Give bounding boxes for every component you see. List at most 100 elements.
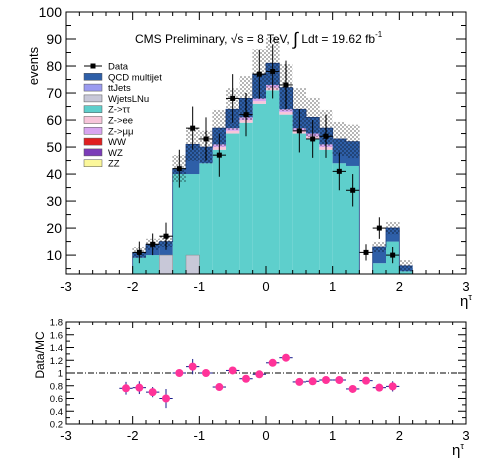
bar-segment [266,90,280,274]
ratio-y-tick-label: 0.4 [50,407,63,418]
top-y-axis-label: events [26,46,41,85]
ratio-y-tick-label: 0.2 [50,420,63,431]
data-point [270,68,276,74]
data-point [256,71,262,77]
legend-label: WjetsLNu [108,94,149,105]
bar-segment [306,138,320,274]
bar-segment [252,98,266,102]
x-tick-label: -2 [127,279,139,294]
bar-segment [172,174,186,274]
data-point [176,166,182,172]
ratio-point [335,376,344,385]
ratio-point [202,369,210,377]
ratio-x-tick-label: -2 [127,428,139,443]
x-tick-label: 3 [462,279,469,294]
ratio-point [375,383,384,392]
data-point [216,152,222,158]
uncertainty-bin [306,97,320,138]
chart-title-integral: ∫ [291,29,299,49]
bar-segment [226,133,240,274]
chart-title-sqrt: √ [231,32,238,46]
data-point [243,112,249,118]
ratio-y-tick-label: 1 [58,369,63,380]
ratio-x-axis-label-eta: η [452,442,460,459]
chart-title-s: s = 8 TeV, [237,32,293,46]
ratio-x-axis-label-sup: τ [460,441,464,451]
bar-segment [292,133,306,274]
legend-swatch [83,105,103,113]
y-tick-label: 10 [46,247,62,263]
legend-marker [90,63,96,69]
top-x-axis-label: ητ [460,292,472,310]
legend-swatch [83,127,103,135]
chart-title-prefix: CMS Preliminary, [135,32,231,46]
uncertainty-bin [346,124,360,159]
ratio-x-axis: -3 -2 -1 0 1 2 3 [60,322,470,443]
ratio-point [148,388,157,397]
data-point [190,125,196,131]
bar-segment [279,111,293,115]
data-points [132,44,400,264]
uncertainty-bin [212,109,226,147]
bar-segment [186,174,200,274]
ratio-point [295,377,304,386]
chart-title: CMS Preliminary, √s = 8 TeV, ∫ Ldt = 19.… [135,29,383,49]
ratio-point [388,382,397,391]
ratio-point [135,383,144,392]
ratio-point [255,370,264,379]
bar-segment [199,163,213,274]
legend-swatch [83,94,103,103]
ratio-point [322,376,330,385]
ratio-x-tick-label: 3 [462,428,469,443]
ratio-points [119,353,400,409]
legend-swatch [83,116,103,124]
ratio-point [162,394,170,403]
data-point [283,82,289,88]
bar-segment [332,163,346,274]
legend-swatch [83,83,103,92]
bar-segment [279,114,293,274]
ratio-point [188,362,197,371]
ratio-x-axis-label: ητ [452,441,464,459]
legend-label: Z->ττ [108,105,130,116]
data-point [136,249,142,255]
ratio-y-tick-label: 1.2 [50,356,63,367]
legend-label: QCD multijet [108,72,162,83]
data-point [390,252,396,258]
x-tick-label: 0 [262,279,269,294]
ratio-x-tick-label: -3 [60,428,72,443]
y-tick-label: 90 [46,31,62,47]
wjets-box [159,254,173,275]
chart-title-sup: -1 [375,30,383,39]
legend-label: Z->μμ [108,126,133,137]
uncertainty-bin [372,241,386,253]
bar-segment [146,255,160,274]
ratio-point [308,377,317,386]
chart-title-ldt: Ldt = 19.62 fb [298,32,375,46]
data-point [163,233,169,239]
ratio-y-tick-label: 1.4 [50,343,63,354]
ratio-y-tick-label: 0.8 [50,381,63,392]
ratio-point [215,383,224,392]
legend-label: WZ [108,148,123,159]
ratio-point [242,374,250,383]
y-tick-label: 40 [46,166,62,182]
ratio-point [228,366,237,375]
y-tick-label: 60 [46,112,62,128]
ratio-y-tick-label: 1.8 [50,318,63,329]
data-point [350,187,356,193]
y-tick-label: 70 [46,85,62,101]
legend-swatch [83,148,103,157]
data-point [310,136,316,142]
bar-segment [252,101,266,104]
ratio-point [348,384,357,393]
wjets-box [185,254,200,275]
ratio-point [282,353,290,362]
ratio-point [122,384,130,393]
legend-swatch [83,159,103,167]
uncertainty-bin [386,221,400,235]
bar-segment [239,122,253,274]
ratio-x-tick-label: 2 [396,428,403,443]
